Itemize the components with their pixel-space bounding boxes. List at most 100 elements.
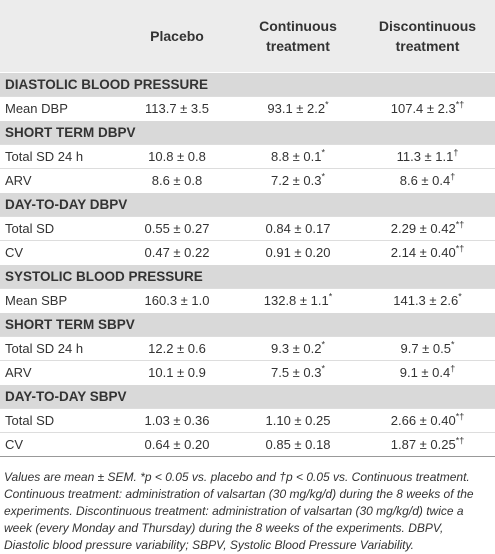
section-row: SHORT TERM DBPV <box>0 120 495 145</box>
section-title: DAY-TO-DAY SBPV <box>0 384 495 409</box>
cell: 0.84 ± 0.17 <box>236 216 360 241</box>
cell: 1.10 ± 0.25 <box>236 408 360 433</box>
section-row: DAY-TO-DAY SBPV <box>0 384 495 409</box>
cell-value: 160.3 ± 1.0 <box>144 293 210 308</box>
cell: 9.7 ± 0.5* <box>360 336 495 361</box>
column-header: Continuous treatment <box>236 0 360 73</box>
cell-value: 0.55 ± 0.27 <box>144 221 210 236</box>
cell: 2.14 ± 0.40*† <box>360 240 495 265</box>
cell-significance: *† <box>455 99 465 110</box>
cell: 8.6 ± 0.8 <box>118 168 236 193</box>
column-header <box>0 0 118 73</box>
cell-significance: *† <box>455 243 465 254</box>
cell-value: 8.8 ± 0.1 <box>270 149 322 164</box>
cell: 160.3 ± 1.0 <box>118 288 236 313</box>
cell: 141.3 ± 2.6* <box>360 288 495 313</box>
row-label: CV <box>0 432 118 457</box>
row-label: Mean SBP <box>0 288 118 313</box>
data-row: ARV 8.6 ± 0.8 7.2 ± 0.3* 8.6 ± 0.4† <box>0 168 495 193</box>
data-row: Total SD 24 h 10.8 ± 0.8 8.8 ± 0.1* 11.3 ± … <box>0 144 495 169</box>
row-label: Mean DBP <box>0 96 118 121</box>
data-row: CV 0.64 ± 0.20 0.85 ± 0.18 1.87 ± 0.25*† <box>0 432 495 457</box>
cell-value: 132.8 ± 1.1 <box>263 293 329 308</box>
data-row: ARV 10.1 ± 0.9 7.5 ± 0.3* 9.1 ± 0.4† <box>0 360 495 385</box>
cell-value: 7.5 ± 0.3 <box>270 365 322 380</box>
cell: 0.64 ± 0.20 <box>118 432 236 457</box>
cell-significance: * <box>328 291 333 302</box>
section-row: SYSTOLIC BLOOD PRESSURE <box>0 264 495 289</box>
cell-value: 9.3 ± 0.2 <box>270 341 322 356</box>
cell-significance: * <box>321 363 326 374</box>
row-label: ARV <box>0 360 118 385</box>
cell: 10.8 ± 0.8 <box>118 144 236 169</box>
data-row: Total SD 0.55 ± 0.27 0.84 ± 0.17 2.29 ± 0.4… <box>0 216 495 241</box>
cell-value: 10.1 ± 0.9 <box>148 365 206 380</box>
cell-significance: * <box>321 147 326 158</box>
cell: 10.1 ± 0.9 <box>118 360 236 385</box>
row-label: CV <box>0 240 118 265</box>
section-row: DAY-TO-DAY DBPV <box>0 192 495 217</box>
cell-value: 1.03 ± 0.36 <box>144 413 210 428</box>
column-header: Discontinuous treatment <box>360 0 495 73</box>
cell-value: 0.85 ± 0.18 <box>265 437 331 452</box>
cell-value: 9.7 ± 0.5 <box>400 341 451 356</box>
data-row: Total SD 24 h 12.2 ± 0.6 9.3 ± 0.2* 9.7 ± 0… <box>0 336 495 361</box>
cell: 107.4 ± 2.3*† <box>360 96 495 121</box>
column-header: Placebo <box>118 0 236 73</box>
header-row: Placebo Continuous treatment Discontinuous… <box>0 0 495 73</box>
cell-value: 113.7 ± 3.5 <box>145 101 209 116</box>
row-label: Total SD <box>0 408 118 433</box>
row-label: Total SD 24 h <box>0 336 118 361</box>
row-label: Total SD 24 h <box>0 144 118 169</box>
cell: 1.03 ± 0.36 <box>118 408 236 433</box>
cell-value: 8.6 ± 0.8 <box>151 173 203 188</box>
cell-value: 9.1 ± 0.4 <box>399 365 451 380</box>
cell-significance: † <box>450 363 456 374</box>
cell-significance: * <box>321 171 326 182</box>
section-row: SHORT TERM SBPV <box>0 312 495 337</box>
cell-value: 2.29 ± 0.42 <box>390 221 456 236</box>
cell: 8.8 ± 0.1* <box>236 144 360 169</box>
cell: 2.29 ± 0.42*† <box>360 216 495 241</box>
row-label: Total SD <box>0 216 118 241</box>
cell-value: 0.64 ± 0.20 <box>144 437 210 452</box>
cell: 0.85 ± 0.18 <box>236 432 360 457</box>
footnote: Values are mean ± SEM. *p < 0.05 vs. pla… <box>4 470 474 552</box>
cell-significance: * <box>451 339 455 350</box>
row-label: ARV <box>0 168 118 193</box>
cell-significance: † <box>453 147 459 158</box>
table-header: Placebo Continuous treatment Discontinuous… <box>0 0 495 73</box>
cell: 132.8 ± 1.1* <box>236 288 360 313</box>
cell-value: 93.1 ± 2.2 <box>267 101 326 116</box>
section-title: DIASTOLIC BLOOD PRESSURE <box>0 72 495 97</box>
cell-value: 1.10 ± 0.25 <box>265 413 331 428</box>
cell-significance: * <box>321 339 326 350</box>
cell-value: 107.4 ± 2.3 <box>390 101 456 116</box>
cell-significance: *† <box>455 411 465 422</box>
cell-value: 1.87 ± 0.25 <box>390 437 456 452</box>
cell: 0.91 ± 0.20 <box>236 240 360 265</box>
cell: 11.3 ± 1.1† <box>360 144 495 169</box>
data-table: Placebo Continuous treatment Discontinuous… <box>0 0 495 457</box>
cell: 1.87 ± 0.25*† <box>360 432 495 457</box>
cell: 8.6 ± 0.4† <box>360 168 495 193</box>
cell-significance: *† <box>455 219 465 230</box>
cell: 113.7 ± 3.5 <box>118 96 236 121</box>
cell: 12.2 ± 0.6 <box>118 336 236 361</box>
cell-value: 10.8 ± 0.8 <box>148 149 206 164</box>
cell-value: 141.3 ± 2.6 <box>393 293 459 308</box>
cell: 0.55 ± 0.27 <box>118 216 236 241</box>
section-title: SYSTOLIC BLOOD PRESSURE <box>0 264 495 289</box>
cell-value: 2.14 ± 0.40 <box>390 245 456 260</box>
cell-value: 2.66 ± 0.40 <box>390 413 456 428</box>
cell-value: 8.6 ± 0.4 <box>399 173 451 188</box>
cell-value: 12.2 ± 0.6 <box>148 341 206 356</box>
cell-value: 0.84 ± 0.17 <box>265 221 331 236</box>
table-body: DIASTOLIC BLOOD PRESSURE Mean DBP 113.7 ± … <box>0 72 495 457</box>
cell-value: 0.91 ± 0.20 <box>265 245 331 260</box>
data-row: CV 0.47 ± 0.22 0.91 ± 0.20 2.14 ± 0.40*† <box>0 240 495 265</box>
cell-significance: * <box>325 99 329 110</box>
cell-value: 0.47 ± 0.22 <box>144 245 210 260</box>
